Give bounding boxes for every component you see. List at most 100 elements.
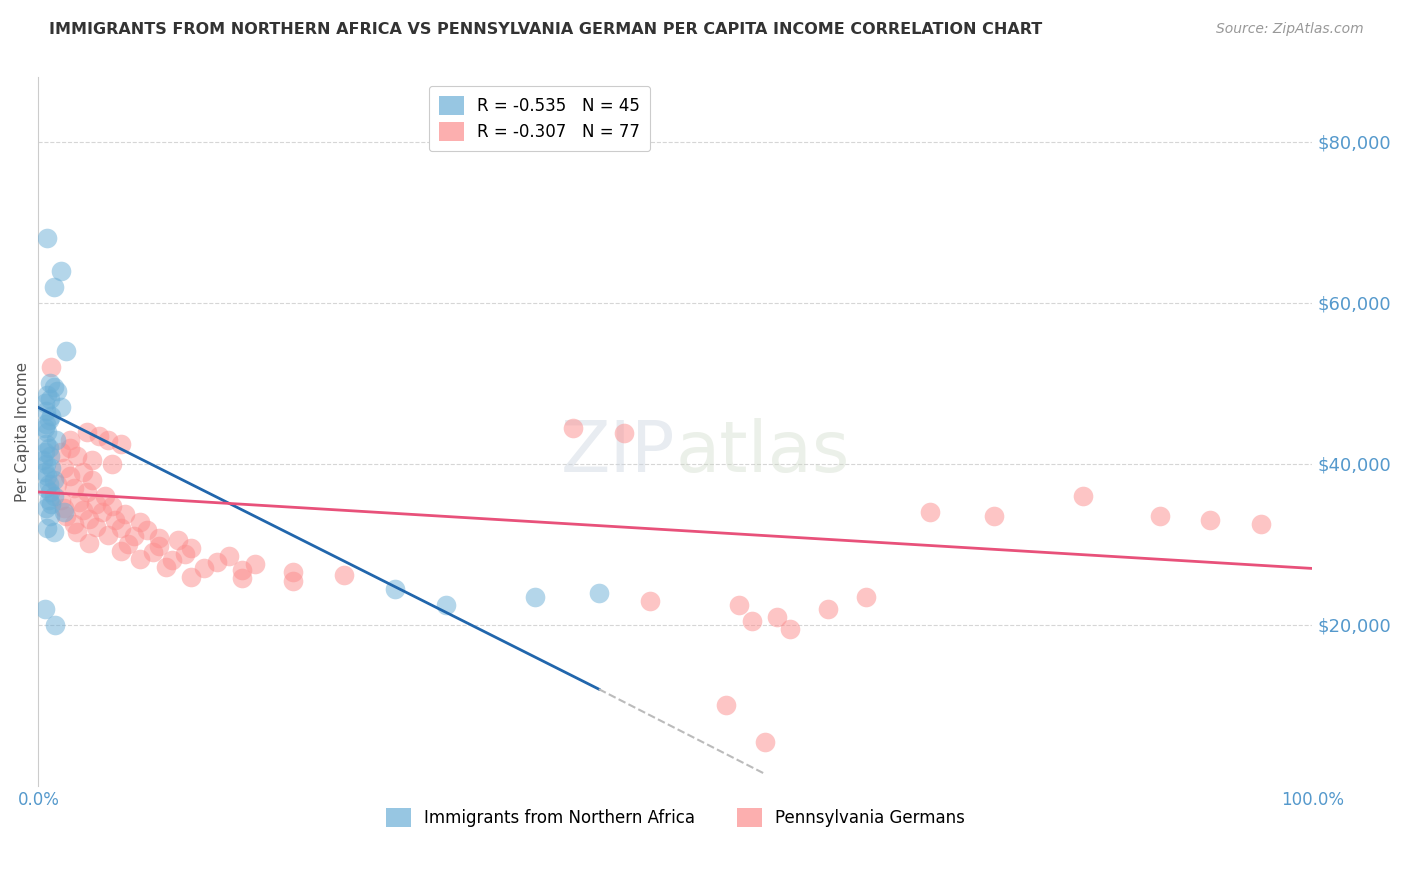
Point <box>51 493 73 508</box>
Point <box>180 541 202 556</box>
Point <box>122 529 145 543</box>
Point <box>72 465 94 479</box>
Point <box>55 509 77 524</box>
Point <box>97 433 120 447</box>
Point <box>117 537 139 551</box>
Point <box>42 473 65 487</box>
Point <box>37 469 59 483</box>
Point <box>35 436 58 450</box>
Point <box>135 523 157 537</box>
Point <box>35 404 58 418</box>
Point <box>34 396 56 410</box>
Point <box>524 590 547 604</box>
Point <box>51 444 73 458</box>
Point <box>79 511 101 525</box>
Point <box>101 457 124 471</box>
Point <box>67 495 90 509</box>
Point <box>114 507 136 521</box>
Point <box>59 469 82 483</box>
Point <box>588 585 610 599</box>
Point <box>46 384 69 399</box>
Point <box>983 509 1005 524</box>
Text: Source: ZipAtlas.com: Source: ZipAtlas.com <box>1216 22 1364 37</box>
Point <box>52 501 75 516</box>
Point <box>817 601 839 615</box>
Point <box>37 521 59 535</box>
Point <box>63 517 86 532</box>
Point <box>42 380 65 394</box>
Point <box>129 551 152 566</box>
Text: atlas: atlas <box>675 418 849 487</box>
Point <box>754 734 776 748</box>
Point <box>34 601 56 615</box>
Point <box>142 545 165 559</box>
Point <box>333 567 356 582</box>
Point <box>38 441 60 455</box>
Point <box>72 503 94 517</box>
Point <box>218 549 240 564</box>
Point <box>148 531 170 545</box>
Point <box>562 420 585 434</box>
Point <box>63 481 86 495</box>
Point <box>281 574 304 588</box>
Point <box>32 452 55 467</box>
Point <box>38 493 60 508</box>
Point <box>46 477 69 491</box>
Point <box>231 571 253 585</box>
Point <box>34 420 56 434</box>
Point <box>84 497 107 511</box>
Legend: Immigrants from Northern Africa, Pennsylvania Germans: Immigrants from Northern Africa, Pennsyl… <box>380 802 972 834</box>
Point <box>384 582 406 596</box>
Point <box>65 449 87 463</box>
Point <box>89 428 111 442</box>
Point <box>79 535 101 549</box>
Text: ZIP: ZIP <box>561 418 675 487</box>
Text: IMMIGRANTS FROM NORTHERN AFRICA VS PENNSYLVANIA GERMAN PER CAPITA INCOME CORRELA: IMMIGRANTS FROM NORTHERN AFRICA VS PENNS… <box>49 22 1042 37</box>
Y-axis label: Per Capita Income: Per Capita Income <box>15 361 30 501</box>
Point <box>193 561 215 575</box>
Point <box>45 433 67 447</box>
Point <box>728 598 751 612</box>
Point <box>434 598 457 612</box>
Point <box>855 590 877 604</box>
Point <box>716 698 738 713</box>
Point <box>1149 509 1171 524</box>
Point <box>155 559 177 574</box>
Point <box>59 433 82 447</box>
Point <box>93 489 115 503</box>
Point <box>34 444 56 458</box>
Point <box>80 452 103 467</box>
Point <box>59 441 82 455</box>
Point <box>110 436 132 450</box>
Point <box>37 388 59 402</box>
Point <box>110 521 132 535</box>
Point <box>281 566 304 580</box>
Point <box>766 609 789 624</box>
Point <box>613 426 636 441</box>
Point <box>920 505 942 519</box>
Point <box>55 344 77 359</box>
Point <box>101 499 124 513</box>
Point <box>38 509 60 524</box>
Point <box>39 497 62 511</box>
Point <box>42 525 65 540</box>
Point <box>129 515 152 529</box>
Point <box>205 555 228 569</box>
Point <box>173 547 195 561</box>
Point <box>779 622 801 636</box>
Point <box>38 392 60 407</box>
Point <box>76 485 98 500</box>
Point <box>38 477 60 491</box>
Point <box>65 525 87 540</box>
Point <box>35 481 58 495</box>
Point <box>243 558 266 572</box>
Point <box>44 617 66 632</box>
Point <box>37 231 59 245</box>
Point <box>741 614 763 628</box>
Point <box>39 360 62 375</box>
Point <box>35 501 58 516</box>
Point <box>38 412 60 426</box>
Point <box>167 533 190 548</box>
Point <box>1071 489 1094 503</box>
Point <box>1250 517 1272 532</box>
